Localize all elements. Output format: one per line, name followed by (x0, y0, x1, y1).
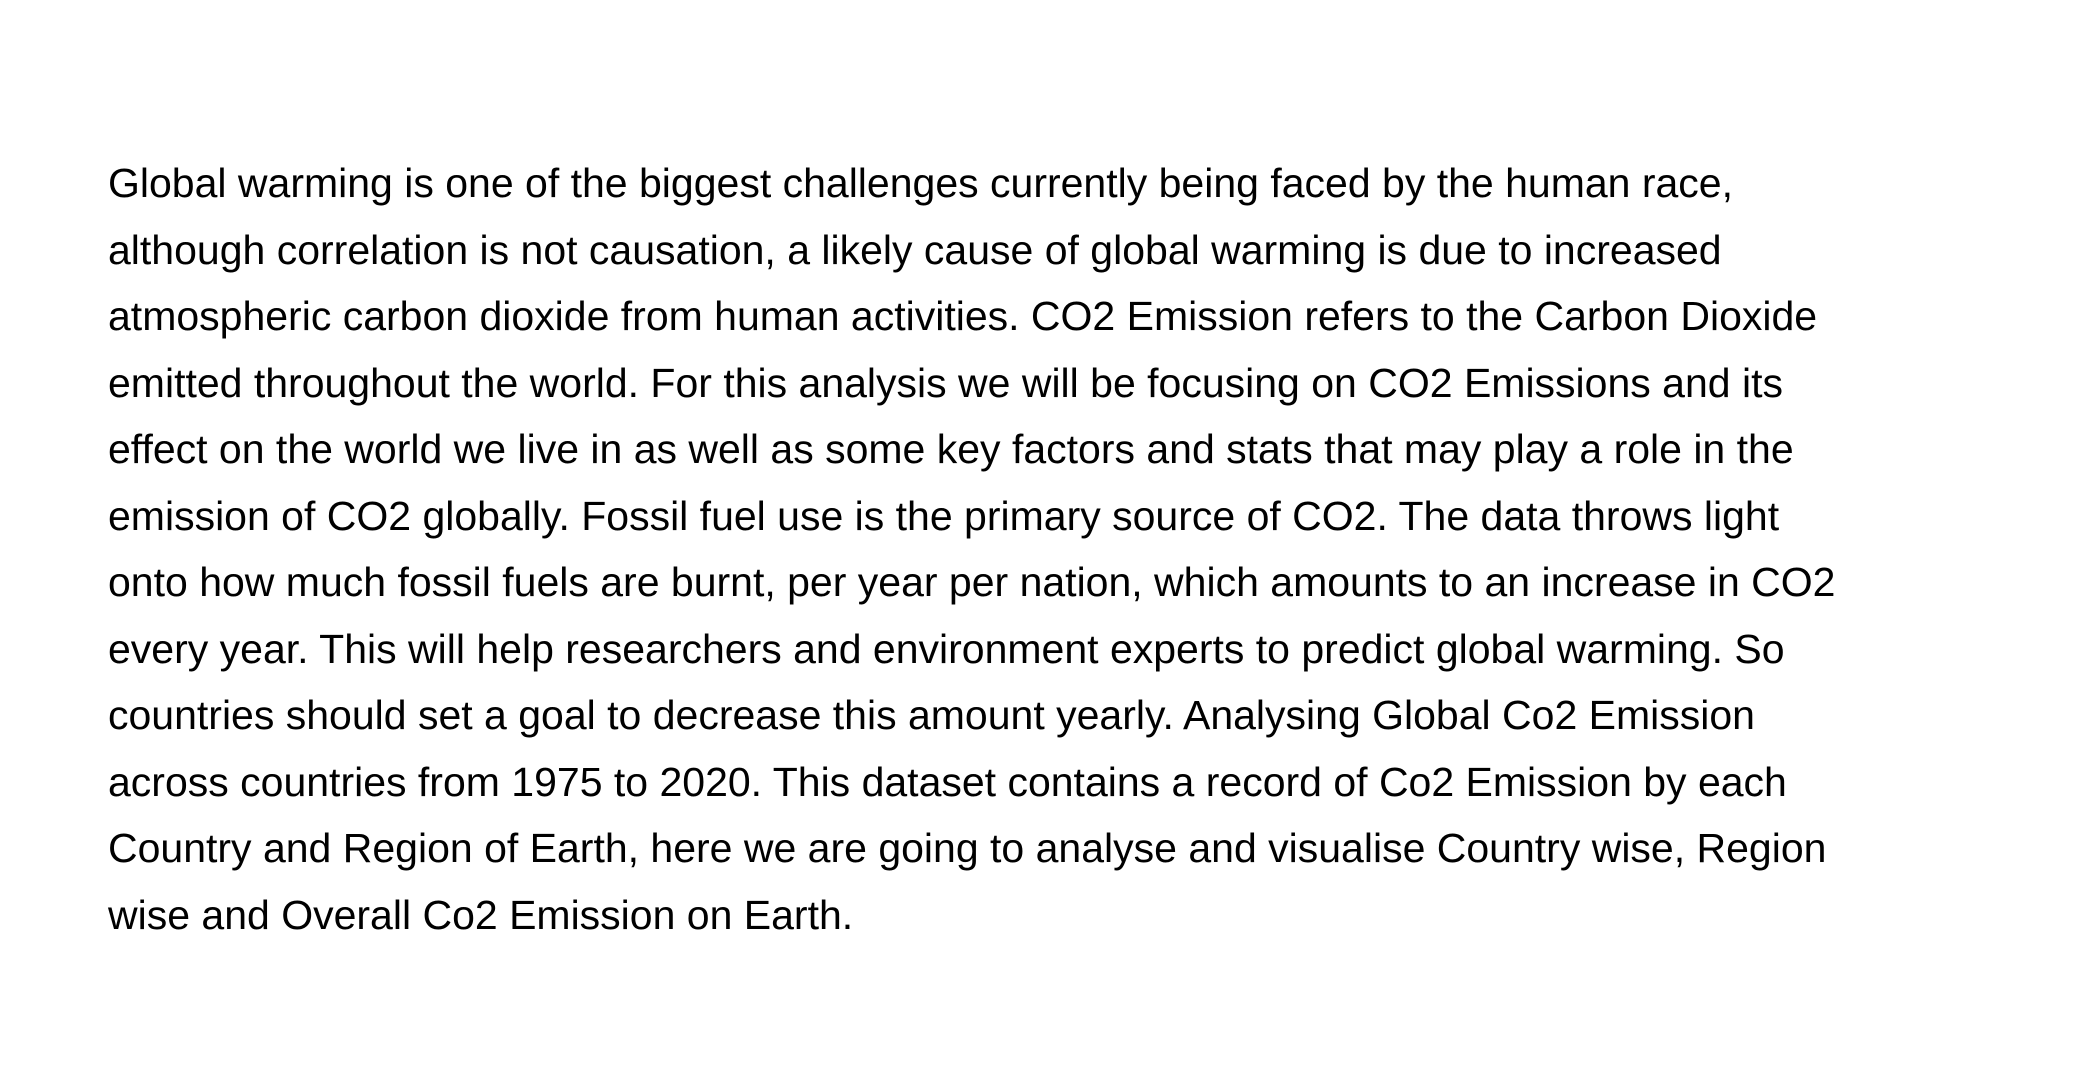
paragraph-line: onto how much fossil fuels are burnt, pe… (108, 559, 1836, 605)
paragraph-line: atmospheric carbon dioxide from human ac… (108, 293, 1818, 339)
intro-paragraph: Global warming is one of the biggest cha… (108, 150, 2068, 948)
paragraph-line: emitted throughout the world. For this a… (108, 359, 1783, 406)
paragraph-line: effect on the world we live in as well a… (108, 426, 1794, 472)
paragraph-line: across countries from 1975 to 2020. This… (108, 758, 1787, 805)
paragraph-line: Global warming is one of the biggest cha… (108, 160, 1734, 206)
paragraph-line: countries should set a goal to decrease … (108, 692, 1755, 738)
paragraph-line: although correlation is not causation, a… (108, 226, 1722, 273)
paragraph-line: emission of CO2 globally. Fossil fuel us… (108, 492, 1780, 539)
document-body: Global warming is one of the biggest cha… (108, 150, 2068, 948)
paragraph-line: every year. This will help researchers a… (108, 625, 1785, 672)
paragraph-line: Country and Region of Earth, here we are… (108, 825, 1827, 871)
paragraph-line: wise and Overall Co2 Emission on Earth. (108, 891, 854, 938)
